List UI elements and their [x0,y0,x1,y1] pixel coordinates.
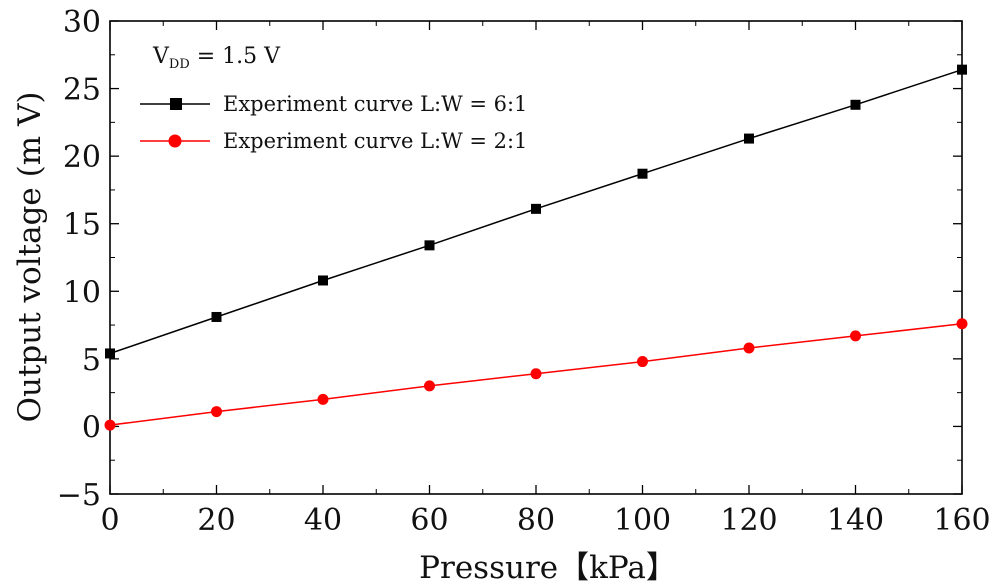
x-tick-label: 40 [304,503,342,538]
vdd-annotation: VDD = 1.5 V [152,44,281,72]
x-tick-label: 140 [827,503,884,538]
legend-entry: Experiment curve L:W = 6:1 [140,92,527,116]
x-tick-label: 100 [614,503,671,538]
data-point-square [850,99,861,110]
x-axis-title: Pressure【kPa】 [419,550,677,586]
data-point-circle [424,380,435,392]
y-axis-title: Output voltage (m V) [12,92,48,423]
x-tick-label: 0 [100,503,119,538]
x-tick-label: 80 [517,503,555,538]
data-point-square [957,64,967,75]
y-tick-label: 5 [82,343,101,378]
series-group [104,64,968,431]
x-tick-label: 20 [197,503,235,538]
y-tick-label: 25 [63,73,101,108]
data-point-circle [104,419,116,431]
series-1 [105,64,967,359]
data-point-square [424,240,435,251]
data-point-circle [743,342,755,354]
legend-label: Experiment curve L:W = 6:1 [223,92,527,116]
series-2 [104,318,968,431]
y-tick-label: 30 [63,5,101,40]
data-point-circle [956,318,968,330]
y-tick-label: −5 [57,478,101,513]
legend-marker-square [170,98,182,110]
data-point-circle [211,406,222,418]
data-point-square [637,168,648,179]
data-point-circle [850,330,861,342]
data-point-circle [317,393,329,405]
data-point-square [318,275,328,286]
data-point-square [744,133,754,144]
x-tick-label: 120 [720,503,777,538]
x-tick-label: 60 [410,503,448,538]
data-point-square [531,203,541,214]
y-tick-label: 20 [63,140,101,175]
legend-entry: Experiment curve L:W = 2:1 [140,129,527,153]
data-point-square [211,311,222,322]
legend: Experiment curve L:W = 6:1 Experiment cur… [140,92,527,153]
data-point-circle [637,356,648,368]
data-point-square [105,348,115,359]
x-tick-label: 160 [933,503,990,538]
legend-label: Experiment curve L:W = 2:1 [223,129,527,153]
y-tick-label: 10 [63,275,101,310]
data-point-circle [530,368,542,380]
y-tick-label: 0 [82,410,101,445]
legend-marker-circle [168,134,182,148]
y-tick-label: 15 [63,208,101,243]
